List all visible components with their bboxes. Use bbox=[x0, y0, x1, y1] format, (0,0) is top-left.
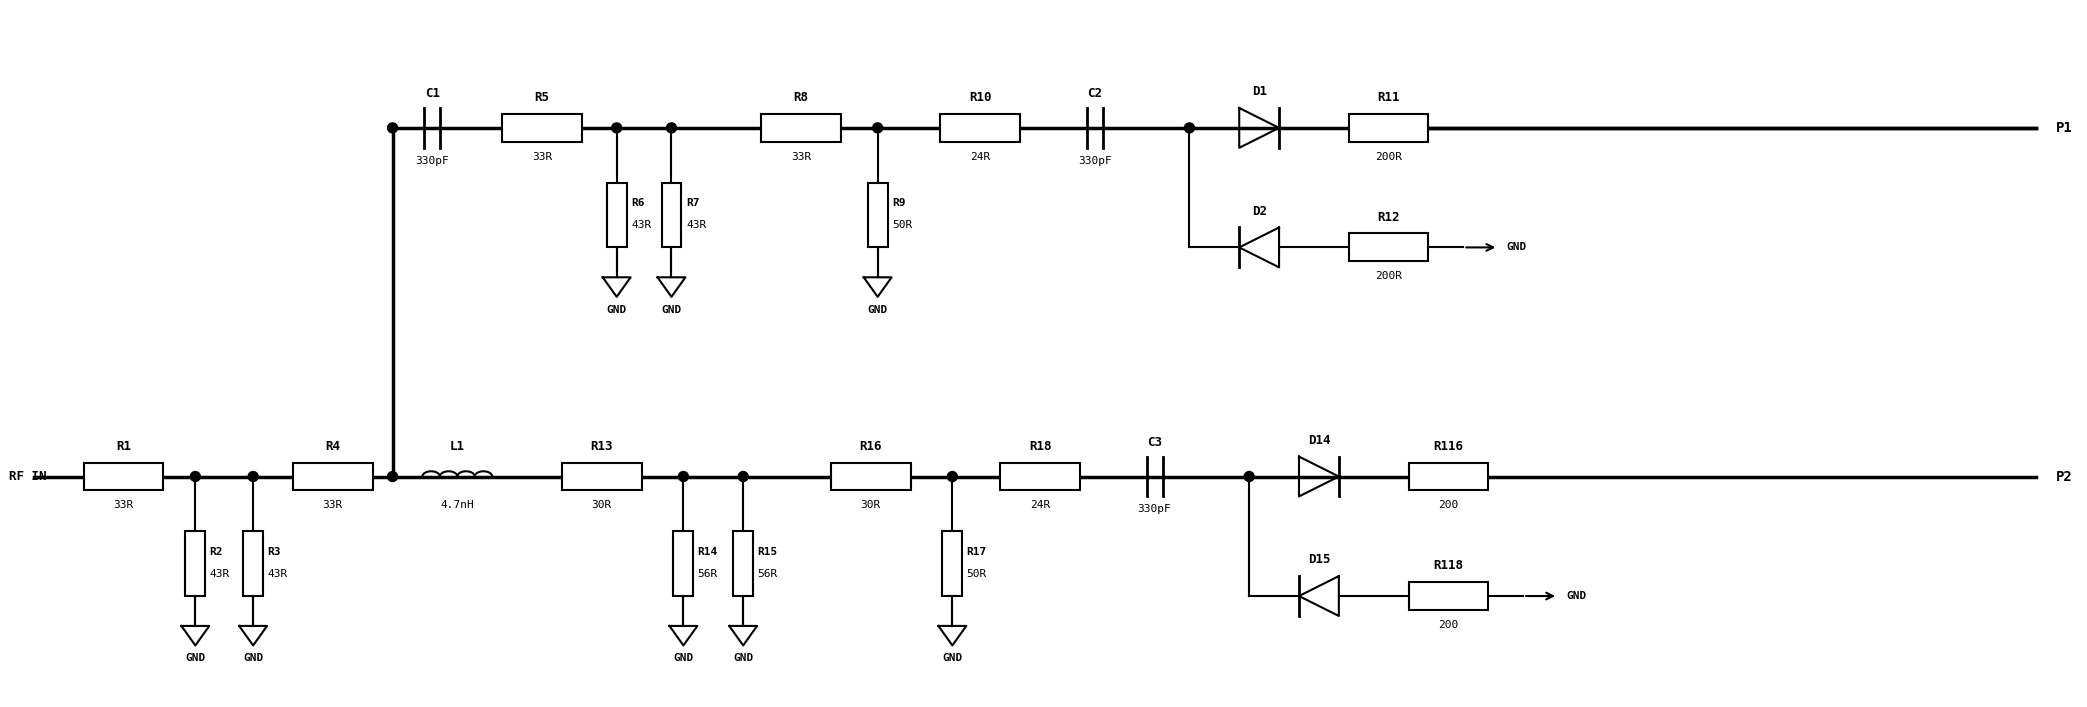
Text: 200R: 200R bbox=[1375, 152, 1402, 162]
Text: R14: R14 bbox=[697, 547, 718, 556]
Bar bbox=[1348, 233, 1428, 262]
Text: R4: R4 bbox=[326, 440, 340, 452]
Text: D15: D15 bbox=[1309, 553, 1329, 566]
Text: L1: L1 bbox=[451, 440, 465, 452]
Text: R9: R9 bbox=[893, 198, 906, 208]
Bar bbox=[607, 182, 626, 247]
Text: GND: GND bbox=[607, 305, 626, 315]
Text: GND: GND bbox=[662, 305, 682, 315]
Circle shape bbox=[666, 123, 676, 133]
Bar bbox=[503, 114, 582, 142]
Circle shape bbox=[739, 472, 747, 481]
Bar bbox=[561, 462, 641, 491]
Bar bbox=[1409, 462, 1488, 491]
Text: R15: R15 bbox=[758, 547, 776, 556]
Circle shape bbox=[947, 472, 958, 481]
Text: D1: D1 bbox=[1252, 85, 1267, 98]
Text: R10: R10 bbox=[968, 91, 991, 104]
Circle shape bbox=[678, 472, 689, 481]
Text: 43R: 43R bbox=[209, 568, 230, 578]
Text: C1: C1 bbox=[426, 87, 440, 100]
Text: D14: D14 bbox=[1309, 433, 1329, 447]
Text: R7: R7 bbox=[687, 198, 699, 208]
Text: R3: R3 bbox=[267, 547, 280, 556]
Text: GND: GND bbox=[733, 653, 753, 663]
Text: P2: P2 bbox=[2056, 469, 2072, 484]
Text: R12: R12 bbox=[1377, 211, 1400, 223]
Text: 330pF: 330pF bbox=[1137, 504, 1171, 515]
Text: P1: P1 bbox=[2056, 121, 2072, 135]
Text: R13: R13 bbox=[591, 440, 614, 452]
Text: 200: 200 bbox=[1438, 501, 1459, 510]
Bar bbox=[674, 531, 693, 596]
Text: 56R: 56R bbox=[697, 568, 718, 578]
Text: R8: R8 bbox=[793, 91, 808, 104]
Text: 200: 200 bbox=[1438, 620, 1459, 630]
Text: 24R: 24R bbox=[1029, 501, 1050, 510]
Text: GND: GND bbox=[941, 653, 962, 663]
Bar bbox=[1348, 114, 1428, 142]
Text: 30R: 30R bbox=[591, 501, 611, 510]
Bar bbox=[292, 462, 374, 491]
Text: 43R: 43R bbox=[687, 220, 707, 230]
Text: 33R: 33R bbox=[791, 152, 812, 162]
Text: 33R: 33R bbox=[532, 152, 553, 162]
Text: R6: R6 bbox=[632, 198, 645, 208]
Text: 50R: 50R bbox=[966, 568, 987, 578]
Text: 33R: 33R bbox=[113, 501, 134, 510]
Circle shape bbox=[190, 472, 200, 481]
Bar bbox=[1000, 462, 1079, 491]
Bar bbox=[83, 462, 163, 491]
Text: 50R: 50R bbox=[893, 220, 912, 230]
Text: R18: R18 bbox=[1029, 440, 1052, 452]
Text: C2: C2 bbox=[1087, 87, 1102, 100]
Text: 43R: 43R bbox=[267, 568, 288, 578]
Bar bbox=[733, 531, 753, 596]
Bar bbox=[831, 462, 910, 491]
Bar bbox=[186, 531, 205, 596]
Text: 56R: 56R bbox=[758, 568, 776, 578]
Text: R17: R17 bbox=[966, 547, 987, 556]
Circle shape bbox=[388, 472, 397, 481]
Text: 33R: 33R bbox=[323, 501, 342, 510]
Text: RF IN: RF IN bbox=[8, 470, 46, 483]
Text: C3: C3 bbox=[1148, 436, 1162, 449]
Circle shape bbox=[1244, 472, 1254, 481]
Text: R118: R118 bbox=[1434, 559, 1463, 572]
Bar bbox=[244, 531, 263, 596]
Text: R16: R16 bbox=[860, 440, 883, 452]
Text: R2: R2 bbox=[209, 547, 223, 556]
Text: R116: R116 bbox=[1434, 440, 1463, 452]
Text: 30R: 30R bbox=[860, 501, 881, 510]
Text: R1: R1 bbox=[117, 440, 131, 452]
Text: 4.7nH: 4.7nH bbox=[440, 501, 474, 510]
Bar bbox=[662, 182, 682, 247]
Text: D2: D2 bbox=[1252, 204, 1267, 218]
Text: GND: GND bbox=[1507, 243, 1526, 252]
Text: GND: GND bbox=[1565, 591, 1586, 601]
Text: R5: R5 bbox=[534, 91, 549, 104]
Text: GND: GND bbox=[186, 653, 205, 663]
Text: GND: GND bbox=[674, 653, 693, 663]
Circle shape bbox=[388, 123, 397, 133]
Text: R11: R11 bbox=[1377, 91, 1400, 104]
Bar bbox=[762, 114, 841, 142]
Text: 330pF: 330pF bbox=[1077, 156, 1112, 165]
Text: 200R: 200R bbox=[1375, 271, 1402, 281]
Text: GND: GND bbox=[868, 305, 887, 315]
Circle shape bbox=[1185, 123, 1194, 133]
Bar bbox=[943, 531, 962, 596]
Text: 24R: 24R bbox=[970, 152, 991, 162]
Bar bbox=[941, 114, 1021, 142]
Bar bbox=[1409, 582, 1488, 610]
Text: 330pF: 330pF bbox=[415, 156, 449, 165]
Circle shape bbox=[611, 123, 622, 133]
Circle shape bbox=[248, 472, 259, 481]
Bar bbox=[868, 182, 887, 247]
Text: GND: GND bbox=[242, 653, 263, 663]
Text: 43R: 43R bbox=[632, 220, 651, 230]
Circle shape bbox=[872, 123, 883, 133]
